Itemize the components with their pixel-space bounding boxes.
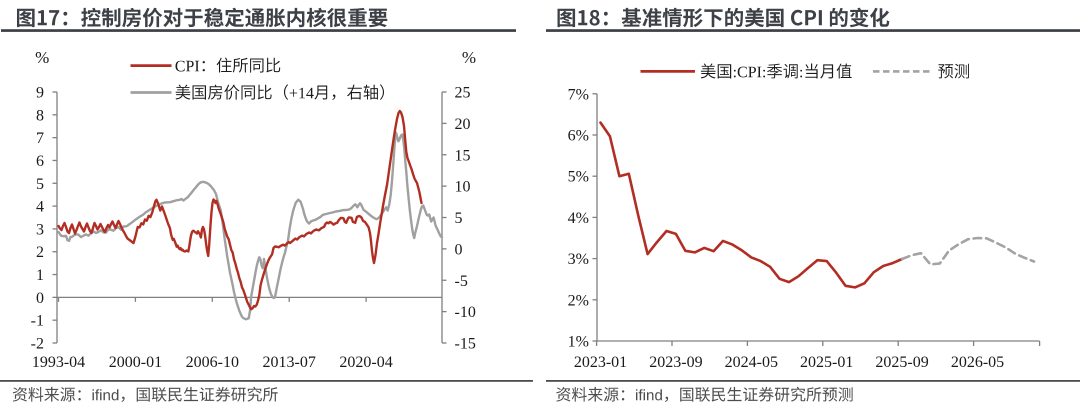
svg-text:2013-07: 2013-07 [263, 354, 316, 371]
svg-text:2024-05: 2024-05 [725, 354, 778, 371]
svg-text:6: 6 [36, 153, 44, 170]
svg-text:-10: -10 [455, 304, 476, 321]
svg-text:2006-10: 2006-10 [186, 354, 239, 371]
svg-text:1: 1 [36, 267, 44, 284]
svg-text:-15: -15 [455, 336, 476, 353]
svg-text:7%: 7% [568, 86, 589, 103]
svg-text:1993-04: 1993-04 [32, 354, 85, 371]
svg-text:7: 7 [36, 130, 44, 147]
svg-text:3: 3 [36, 221, 44, 238]
svg-text:2026-05: 2026-05 [951, 354, 1004, 371]
svg-text:2: 2 [36, 244, 44, 261]
svg-text:2025-09: 2025-09 [875, 354, 928, 371]
svg-text:2023-09: 2023-09 [649, 354, 702, 371]
svg-text:2%: 2% [568, 292, 589, 309]
svg-text:2020-04: 2020-04 [339, 354, 392, 371]
svg-text:0: 0 [36, 290, 44, 307]
svg-text:20: 20 [455, 116, 471, 133]
svg-text:4: 4 [36, 199, 44, 216]
svg-text:0: 0 [455, 241, 463, 258]
svg-text:10: 10 [455, 179, 471, 196]
svg-text:2023-01: 2023-01 [574, 354, 627, 371]
svg-text:5%: 5% [568, 169, 589, 186]
svg-text:-2: -2 [31, 336, 44, 353]
svg-text:1%: 1% [568, 334, 589, 351]
svg-text:3%: 3% [568, 251, 589, 268]
svg-text:6%: 6% [568, 128, 589, 145]
svg-text:2025-01: 2025-01 [800, 354, 853, 371]
svg-text:8: 8 [36, 107, 44, 124]
svg-text:25: 25 [455, 85, 471, 102]
svg-text:15: 15 [455, 147, 471, 164]
svg-text:%: % [35, 48, 49, 67]
svg-text:5: 5 [36, 176, 44, 193]
svg-text:2000-01: 2000-01 [109, 354, 162, 371]
svg-text:4%: 4% [568, 210, 589, 227]
svg-text:5: 5 [455, 210, 463, 227]
svg-text:-1: -1 [31, 313, 44, 330]
svg-text:9: 9 [36, 85, 44, 102]
svg-text:%: % [462, 48, 476, 67]
svg-text:-5: -5 [455, 273, 468, 290]
